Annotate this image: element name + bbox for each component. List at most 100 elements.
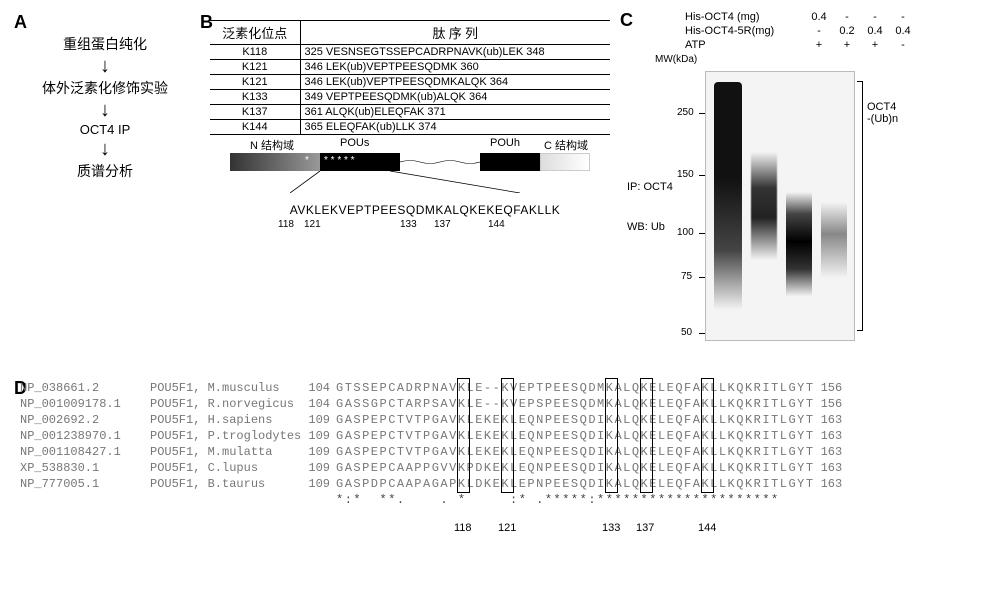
pos-label: 133 (602, 522, 620, 534)
aln-end: 163 (821, 476, 843, 492)
aln-accession: NP_001108427.1 (20, 444, 150, 460)
aln-start: 109 (300, 476, 330, 492)
table-cell: K133 (210, 90, 300, 105)
aln-start: 109 (300, 460, 330, 476)
conserved-box (457, 378, 470, 493)
domain-pous-box: * * * * * (320, 153, 400, 171)
tick-icon (699, 233, 705, 234)
pos-label: 137 (434, 219, 451, 230)
conserved-box (501, 378, 514, 493)
conserved-box (640, 378, 653, 493)
aln-accession: XP_538830.1 (20, 460, 150, 476)
mw-marker: 150 (677, 169, 694, 180)
header-val: + (805, 38, 833, 52)
table-cell: 346 LEK(ub)VEPTPEESQDMKALQK 364 (300, 75, 610, 90)
mw-label: MW(kDa) (655, 54, 985, 65)
linker-icon (400, 159, 480, 165)
aln-sequence: GASSGPCTARPSAVKLE--KVEPSPEESQDMKALQKELEQ… (336, 396, 815, 412)
western-blot: 250 150 100 75 50 IP: OCT4 WB: Ub OCT4 -… (705, 71, 955, 351)
mw-marker: 250 (677, 107, 694, 118)
tick-icon (699, 333, 705, 334)
header-label: ATP (685, 38, 805, 52)
panel-d-alignment: NP_038661.2POU5F1, M.musculus104GTSSEPCA… (20, 380, 980, 538)
pos-label: 137 (636, 522, 654, 534)
aln-species: POU5F1, P.troglodytes (150, 428, 300, 444)
aln-start: 104 (300, 380, 330, 396)
tick-icon (699, 113, 705, 114)
aln-accession: NP_038661.2 (20, 380, 150, 396)
table-cell: K144 (210, 120, 300, 135)
domain-pouh-box (480, 153, 540, 171)
aln-accession: NP_001238970.1 (20, 428, 150, 444)
header-val: 0.4 (889, 24, 917, 38)
aln-sequence: GASPDPCAAPAGAPKLDKEKLEPNPEESQDIKALQKELEQ… (336, 476, 815, 492)
star-icon: * * * * * (324, 155, 355, 166)
aln-species: POU5F1, H.sapiens (150, 412, 300, 428)
header-val: + (833, 38, 861, 52)
consensus-row: *:* **. . * :* .*****:******************… (20, 492, 980, 508)
consensus-text: *:* **. . * :* .*****:******************… (336, 492, 788, 508)
pos-label: 133 (400, 219, 417, 230)
header-val: 0.4 (861, 24, 889, 38)
panel-c-content: His-OCT4 (mg) 0.4 - - - His-OCT4-5R(mg) … (625, 10, 985, 351)
domain-diagram: N 结构域 POUs POUh C 结构域 * * * * * * (230, 153, 590, 173)
pos-label: 118 (278, 219, 294, 230)
header-val: 0.2 (833, 24, 861, 38)
tick-icon (699, 175, 705, 176)
aln-end: 156 (821, 396, 843, 412)
pos-label: 144 (488, 219, 505, 230)
position-labels: 118 121 133 137 144 (336, 522, 980, 538)
sequence-text: AVKLEKVEPTPEESQDMKALQKEKEQFAKLLK (240, 203, 610, 217)
arrow-down-icon: ↓ (30, 141, 180, 157)
flow-step-1: 重组蛋白纯化 (30, 34, 180, 54)
aln-end: 163 (821, 412, 843, 428)
flow-step-3: OCT4 IP (30, 122, 180, 137)
pos-label: 121 (304, 219, 321, 230)
mw-marker: 100 (677, 227, 694, 238)
pos-label: 118 (454, 522, 472, 534)
alignment-row: NP_001238970.1POU5F1, P.troglodytes109 GA… (20, 428, 980, 444)
blot-lane (821, 202, 847, 282)
table-cell: 349 VEPTPEESQDMK(ub)ALQK 364 (300, 90, 610, 105)
pos-label: 144 (698, 522, 716, 534)
side-label: OCT4 -(Ub)n (867, 101, 898, 125)
table-cell: K121 (210, 75, 300, 90)
aln-species: POU5F1, M.mulatta (150, 444, 300, 460)
aln-sequence: GASPEPCTVTPGAVKLEKEKLEQNPEESQDIKALQKELEQ… (336, 428, 815, 444)
header-val: - (889, 10, 917, 24)
panel-b-content: 泛素化位点 肽 序 列 K118325 VESNSEGTSSEPCADRPNAV… (210, 20, 610, 233)
aln-accession: NP_002692.2 (20, 412, 150, 428)
aln-accession: NP_777005.1 (20, 476, 150, 492)
pos-label: 121 (498, 522, 516, 534)
header-val: - (889, 38, 917, 52)
aln-sequence: GTSSEPCADRPNAVKLE--KVEPTPEESQDMKALQKELEQ… (336, 380, 815, 396)
aln-species: POU5F1, B.taurus (150, 476, 300, 492)
aln-start: 104 (300, 396, 330, 412)
header-val: 0.4 (805, 10, 833, 24)
table-header-seq: 肽 序 列 (300, 21, 610, 45)
table-header-site: 泛素化位点 (210, 21, 300, 45)
flow-step-2: 体外泛素化修饰实验 (30, 78, 180, 98)
aln-start: 109 (300, 412, 330, 428)
header-val: + (861, 38, 889, 52)
aln-start: 109 (300, 428, 330, 444)
blot-lane (751, 152, 777, 272)
arrow-down-icon: ↓ (30, 58, 180, 74)
domain-n-label: N 结构域 (250, 137, 294, 153)
alignment-row: XP_538830.1POU5F1, C.lupus109GASPEPCAAPP… (20, 460, 980, 476)
table-cell: K121 (210, 60, 300, 75)
ubiquitination-table: 泛素化位点 肽 序 列 K118325 VESNSEGTSSEPCADRPNAV… (210, 20, 610, 135)
arrow-down-icon: ↓ (30, 102, 180, 118)
blot-lane (786, 192, 812, 302)
table-cell: K118 (210, 45, 300, 60)
panel-a-label: A (14, 12, 27, 33)
domain-pous-label: POUs (340, 137, 369, 149)
alignment-wrapper: NP_038661.2POU5F1, M.musculus104GTSSEPCA… (20, 380, 980, 492)
mw-marker: 75 (681, 271, 692, 282)
table-cell: 325 VESNSEGTSSEPCADRPNAVK(ub)LEK 348 (300, 45, 610, 60)
aln-start: 109 (300, 444, 330, 460)
aln-sequence: GASPEPCAAPPGVVKPDKEKLEQNPEESQDIKALQKELEQ… (336, 460, 815, 476)
header-label: His-OCT4 (mg) (685, 10, 805, 24)
header-label: His-OCT4-5R(mg) (685, 24, 805, 38)
wb-label: WB: Ub (627, 221, 665, 233)
